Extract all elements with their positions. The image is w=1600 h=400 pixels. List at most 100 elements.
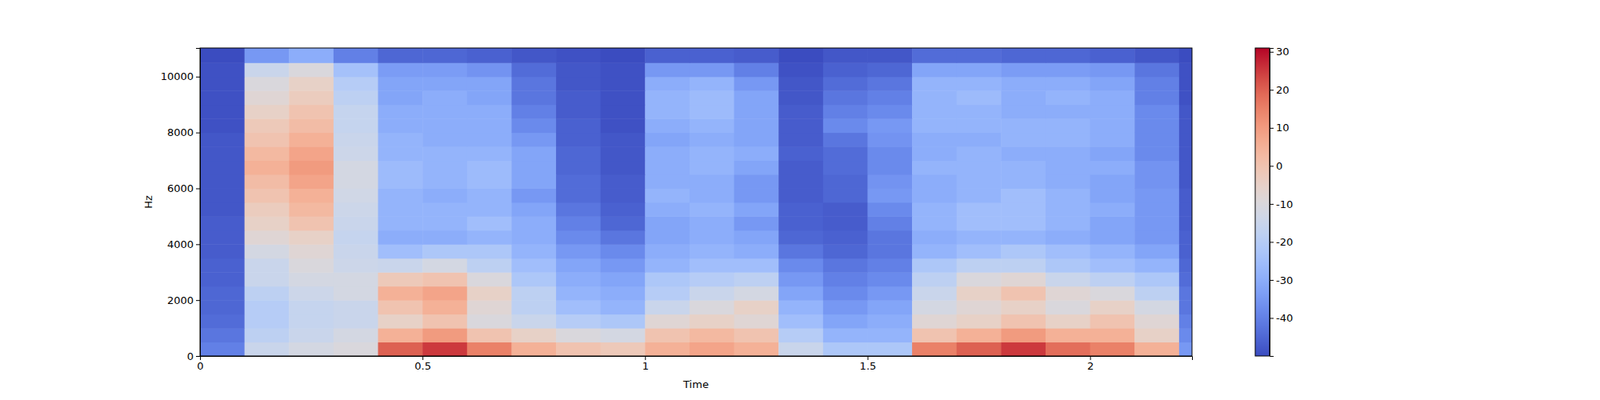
x-axis-line	[200, 356, 1193, 361]
cell	[556, 300, 601, 315]
z-tick-mark	[1269, 280, 1274, 281]
cell	[956, 160, 1002, 176]
cell	[333, 328, 379, 343]
cell	[467, 174, 512, 189]
cell	[467, 118, 512, 133]
cell	[689, 202, 735, 217]
cell	[333, 202, 379, 217]
cell	[778, 202, 824, 217]
cell	[956, 342, 1002, 356]
cell	[823, 132, 868, 148]
cell	[556, 104, 601, 120]
cell	[467, 286, 512, 301]
x-tick-label: 2	[1087, 360, 1094, 372]
cell	[600, 160, 646, 176]
cell	[422, 90, 468, 105]
cell	[244, 118, 290, 133]
cell	[1179, 90, 1192, 105]
cell	[244, 62, 290, 77]
cell	[600, 272, 646, 287]
cell	[867, 314, 912, 329]
cell	[422, 286, 468, 301]
cell	[823, 104, 868, 120]
x-tick-label: 0.5	[414, 360, 432, 372]
cell	[288, 160, 334, 176]
cell	[912, 118, 957, 133]
cell	[556, 188, 601, 203]
cell	[823, 90, 868, 105]
cell	[511, 48, 556, 64]
cell	[467, 160, 512, 176]
cell	[956, 48, 1002, 64]
z-tick-mark	[1269, 204, 1274, 205]
cell	[867, 216, 912, 231]
cell	[244, 258, 290, 273]
cell	[511, 118, 556, 133]
cell	[734, 132, 780, 148]
cell	[600, 328, 646, 343]
cell	[422, 230, 468, 245]
cell	[1179, 118, 1192, 133]
plot-frame	[200, 48, 1192, 356]
cell	[288, 244, 334, 259]
cell	[244, 132, 290, 148]
cell	[689, 174, 735, 189]
cell	[600, 132, 646, 148]
cell	[1000, 90, 1046, 105]
cell	[467, 188, 512, 203]
y-tick-label: 2000	[167, 294, 194, 307]
cell	[867, 286, 912, 301]
cell	[288, 90, 334, 105]
x-tick-label: 0	[196, 360, 204, 372]
cell	[689, 188, 735, 203]
cell	[1000, 132, 1046, 148]
cell	[200, 118, 245, 133]
cell	[1045, 104, 1091, 120]
cell	[644, 328, 690, 343]
cell	[1045, 146, 1091, 161]
cell	[200, 160, 245, 176]
cell	[867, 300, 912, 315]
cell	[600, 244, 646, 259]
y-tick: 8000	[167, 126, 200, 139]
cell	[956, 300, 1002, 315]
cell	[1134, 62, 1180, 77]
cell	[689, 328, 735, 343]
cell	[1090, 230, 1136, 245]
cell	[467, 314, 512, 329]
cell	[823, 342, 868, 356]
cell	[912, 342, 957, 356]
cell	[778, 328, 824, 343]
cell	[734, 104, 780, 120]
cell	[867, 160, 912, 176]
cell	[689, 342, 735, 356]
cell	[956, 104, 1002, 120]
y-tick: 4000	[167, 238, 200, 251]
cell	[1090, 160, 1136, 176]
cell	[867, 272, 912, 287]
cell	[1000, 188, 1046, 203]
cell	[689, 90, 735, 105]
cell	[378, 76, 424, 92]
cell	[200, 342, 245, 356]
cell	[244, 146, 290, 161]
cell	[912, 90, 957, 105]
cell	[422, 342, 468, 356]
x-tick: 2	[1087, 356, 1094, 372]
cell	[288, 76, 334, 92]
cell	[823, 230, 868, 245]
cell	[467, 202, 512, 217]
cell	[644, 258, 690, 273]
cell	[244, 244, 290, 259]
cell	[244, 174, 290, 189]
cell	[778, 76, 824, 92]
cell	[956, 174, 1002, 189]
cell	[734, 90, 780, 105]
cell	[467, 244, 512, 259]
cell	[556, 146, 601, 161]
cell	[1000, 118, 1046, 133]
cell	[1134, 314, 1180, 329]
cell	[689, 118, 735, 133]
cell	[1090, 314, 1136, 329]
cell	[1045, 174, 1091, 189]
